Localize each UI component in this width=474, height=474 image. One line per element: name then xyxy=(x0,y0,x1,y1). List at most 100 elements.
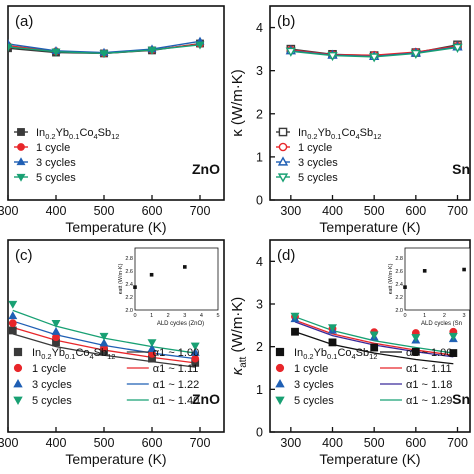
data-point xyxy=(328,338,337,347)
x-tick-label: 700 xyxy=(447,436,468,450)
inset-y-tick-label: 2.0 xyxy=(395,308,403,314)
legend-label: In0.2Yb0.1Co4Sb12 xyxy=(36,127,119,141)
legend-marker xyxy=(13,363,23,373)
inset-y-tick-label: 2.4 xyxy=(125,282,133,288)
data-point xyxy=(51,320,61,328)
x-axis-label: Temperature (K) xyxy=(319,219,420,235)
material-label: Sn xyxy=(452,391,470,407)
legend-marker xyxy=(16,173,26,182)
inset-y-tick-label: 2.4 xyxy=(395,282,403,288)
panel-label: (b) xyxy=(277,13,295,30)
legend-label: In0.2Yb0.1Co4Sb12 xyxy=(298,127,381,141)
data-point xyxy=(190,342,200,351)
y-axis-label: κatt (W/m·K) xyxy=(229,297,249,376)
inset-point xyxy=(133,285,137,289)
y-tick-label: 2 xyxy=(256,340,263,354)
data-point xyxy=(8,311,18,320)
panel-label: (a) xyxy=(15,13,33,30)
inset-x-tick-label: 0 xyxy=(403,313,406,319)
legend-marker xyxy=(275,363,285,373)
inset-point xyxy=(462,267,466,272)
material-label: ZnO xyxy=(192,391,220,407)
data-point xyxy=(99,332,109,341)
legend-label: 3 cycles xyxy=(298,157,338,169)
data-point xyxy=(291,327,299,336)
y-tick-label: 1 xyxy=(256,150,263,164)
axes-frame xyxy=(7,5,225,201)
axes-frame xyxy=(269,5,471,201)
x-tick-label: 300 xyxy=(280,204,301,218)
inset-x-tick-label: 1 xyxy=(423,313,426,319)
legend-label: 1 cycle xyxy=(298,142,332,154)
data-point xyxy=(290,312,300,321)
data-point xyxy=(411,347,420,356)
y-tick-label: 0 xyxy=(256,426,263,440)
inset-y-label: κatt (W/m·K) xyxy=(118,263,124,294)
data-point xyxy=(195,41,205,50)
material-label: Sn xyxy=(452,161,470,177)
legend-marker xyxy=(275,379,285,388)
inset-y-tick-label: 2.2 xyxy=(125,295,133,301)
x-tick-label: 300 xyxy=(0,436,18,450)
data-point xyxy=(8,319,17,328)
legend-label: 3 cycles xyxy=(36,157,76,169)
data-point xyxy=(8,300,18,309)
inset-point xyxy=(403,285,407,289)
inset-x-tick-label: 1 xyxy=(150,313,153,319)
inset-x-tick-label: 3 xyxy=(463,313,466,319)
legend-label: 5 cycles xyxy=(36,172,76,184)
legend-fit-label: α1 ~ 1.18 xyxy=(406,379,452,391)
inset-x-tick-label: 4 xyxy=(200,313,203,319)
inset-y-tick-label: 2.6 xyxy=(125,269,133,275)
inset-x-tick-label: 2 xyxy=(443,313,446,319)
x-tick-label: 300 xyxy=(280,436,301,450)
data-point xyxy=(285,47,296,57)
axes-frame xyxy=(7,239,225,433)
x-tick-label: 600 xyxy=(142,436,163,450)
legend-label: 5 cycles xyxy=(32,395,72,407)
data-point xyxy=(410,49,421,59)
inset-point xyxy=(149,272,154,277)
legend-label: 5 cycles xyxy=(298,172,338,184)
y-tick-label: 3 xyxy=(256,298,263,312)
inset-y-tick-label: 2.8 xyxy=(395,256,403,262)
x-axis-label: Temperature (K) xyxy=(65,219,166,235)
inset: 0 1 2 3 4 5 2.0 2.2 2.4 2.6 2.8 ALD cycles (ZnO) κat… xyxy=(118,247,220,327)
legend-label: 3 cycles xyxy=(32,379,72,391)
legend-fit-label: α1 ~ 1.00 xyxy=(153,347,199,359)
data-point xyxy=(8,43,13,52)
legend-marker xyxy=(275,347,285,357)
panel-3: 300 400 500 600 700 0 1 2 3 4 Temperature (K) κatt … xyxy=(229,239,471,467)
y-tick-label: 0 xyxy=(256,194,263,208)
y-tick-label: 1 xyxy=(256,383,263,397)
inset-y-tick-label: 2.0 xyxy=(125,308,133,314)
panel-1: 300 400 500 600 700 0 1 2 3 4 Temperature (K) κ (W/… xyxy=(229,5,471,235)
x-tick-label: 400 xyxy=(46,436,67,450)
x-tick-label: 500 xyxy=(364,436,385,450)
inset-y-tick-label: 2.2 xyxy=(395,295,403,301)
data-point xyxy=(99,50,109,59)
panel-0: 300 400 500 600 700 Temperature (K) (a) ZnO In0.… xyxy=(0,5,225,235)
legend-label: 1 cycle xyxy=(36,142,70,154)
data-point xyxy=(190,347,200,356)
inset-point xyxy=(422,269,427,273)
y-tick-label: 4 xyxy=(256,255,263,269)
inset-y-tick-label: 2.6 xyxy=(395,269,403,275)
data-point xyxy=(327,51,338,62)
x-tick-label: 600 xyxy=(405,436,426,450)
inset-x-tick-label: 5 xyxy=(216,313,219,319)
x-tick-label: 300 xyxy=(0,204,18,218)
x-axis-label: Temperature (K) xyxy=(65,451,166,467)
y-tick-label: 3 xyxy=(256,64,263,78)
legend-marker xyxy=(17,143,25,151)
plot-area xyxy=(8,36,205,59)
inset-x-tick-label: 0 xyxy=(133,313,136,319)
x-tick-label: 700 xyxy=(447,204,468,218)
legend-marker xyxy=(278,127,288,137)
inset-frame xyxy=(404,247,471,311)
legend-marker xyxy=(278,142,288,152)
legend-fit-label: α1 ~ 1.11 xyxy=(153,363,199,375)
inset-frame xyxy=(134,247,219,311)
plot-area xyxy=(285,40,463,63)
